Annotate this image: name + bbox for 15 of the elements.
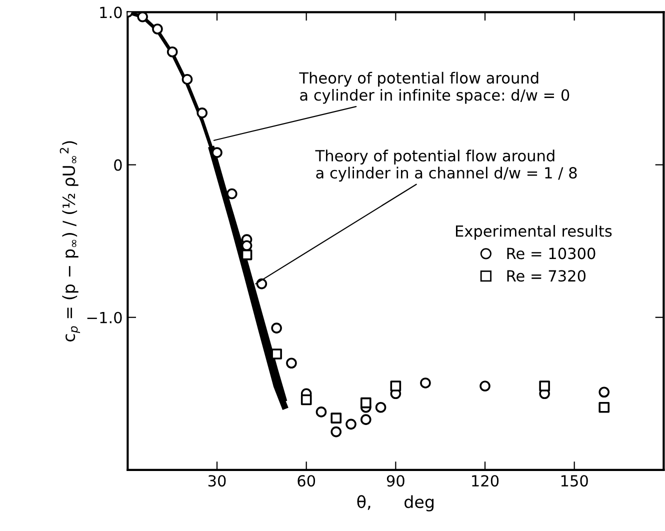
x-tick-label: 60 <box>298 475 316 487</box>
y-tick-label: 1.0 <box>100 6 122 18</box>
x-tick-label: 90 <box>386 475 404 487</box>
x-tick-label: 30 <box>208 475 226 487</box>
annotation: Theory of potential flow around a cylinder in infinite space: d/w = 0 <box>299 72 570 104</box>
y-tick-label: −1.0 <box>87 312 122 324</box>
y-axis-title: c$_{p}$ = (p − p$_{∞}$) / (½ ρU$_{∞}$$^{2}$) <box>60 141 80 342</box>
x-tick-label: 120 <box>472 475 499 487</box>
legend-title: Experimental results <box>456 224 612 240</box>
legend-label: Re = 7320 <box>507 270 586 282</box>
y-tick-label: 0 <box>114 159 122 171</box>
x-tick-label: 150 <box>561 475 588 487</box>
annotation: Theory of potential flow around a cylinder in a channel d/w = 1 / 8 <box>315 150 577 182</box>
x-axis-title: θ, deg <box>357 495 434 512</box>
legend-label: Re = 10300 <box>507 248 596 260</box>
